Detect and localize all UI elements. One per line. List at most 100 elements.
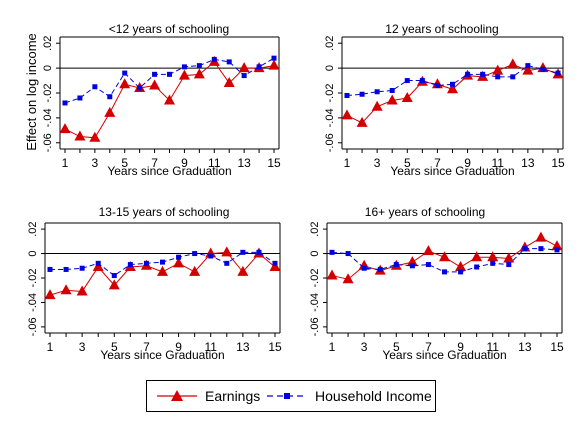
- panel3-ytick-label: 0: [27, 250, 39, 256]
- panel2-household-income-point: [555, 70, 561, 76]
- panel4-ytick-label: -.04: [309, 293, 321, 312]
- panel2-earnings-point: [371, 100, 383, 111]
- panel1-household-income-point: [196, 63, 202, 69]
- panel3-household-income-point: [192, 251, 198, 257]
- panel4-xtick-label: 7: [425, 340, 432, 354]
- panel1-xtick-label: 7: [151, 156, 158, 170]
- panel1-household-income-point: [62, 100, 68, 106]
- panel1-earnings-point: [238, 62, 250, 73]
- panel2-xtick-label: 9: [464, 156, 471, 170]
- panel1-household-income-point: [122, 70, 128, 76]
- panel4-household-income-point: [345, 251, 351, 257]
- panel2-ytick-label: -.06: [324, 133, 336, 152]
- panel2-earnings-point: [507, 58, 519, 69]
- panel2-household-income-point: [495, 74, 501, 80]
- panel2-household-income-point: [510, 74, 516, 80]
- panel3-ytick-label: -.06: [27, 317, 39, 336]
- panel4-xtick-label: 5: [393, 340, 400, 354]
- panel2-earnings-point: [522, 64, 534, 75]
- panel3-earnings-point: [108, 279, 120, 290]
- panel2-earnings-point: [447, 83, 458, 94]
- panel3-xtick-label: 11: [204, 340, 217, 354]
- panel2-xlabel: Years since Graduation: [390, 164, 514, 178]
- panel1-earnings-point: [104, 106, 116, 117]
- panel1-ytick-label: -.04: [42, 108, 54, 127]
- panel1-ytick-label: .02: [42, 36, 54, 51]
- panel4-earnings-point: [326, 269, 338, 280]
- panel2-household-income-point: [389, 88, 395, 94]
- panel3-household-income-point: [79, 265, 85, 271]
- panel1-xtick-label: 9: [181, 156, 188, 170]
- panel1-household-income-point: [107, 94, 113, 100]
- earnings-legend-key-icon: [157, 390, 197, 401]
- panel1-household-income-point: [211, 56, 217, 62]
- panel2-ytick-label: -.04: [324, 108, 336, 127]
- panel3-xtick-label: 9: [175, 340, 182, 354]
- panel4-xtick-label: 11: [486, 340, 499, 354]
- panel3-xtick-label: 13: [236, 340, 250, 354]
- panel1-household-income-point: [241, 73, 247, 79]
- panel1-xtick-label: 13: [237, 156, 251, 170]
- panel4-earnings-point: [358, 259, 370, 270]
- panel3-household-income-point: [176, 254, 182, 260]
- panel3-household-income-point: [47, 266, 53, 272]
- panel3-earnings-point: [157, 265, 168, 276]
- panel2-household-income-point: [359, 91, 365, 97]
- panel4-xtick-label: 3: [361, 340, 368, 354]
- panel3-household-income-point: [160, 259, 165, 265]
- panel4-household-income-point: [442, 269, 447, 275]
- panel4-earnings-point: [455, 261, 467, 271]
- panel1-earnings-point: [59, 123, 71, 134]
- panel2-earnings-point: [356, 116, 368, 127]
- panel1-household-income-point: [137, 85, 143, 91]
- panel4-ytick-label: -.06: [309, 317, 321, 336]
- panel4-household-income-point: [409, 263, 415, 269]
- panel4-household-income-point: [490, 260, 496, 266]
- panel3-household-income-point: [143, 260, 149, 266]
- panel2-xtick-label: 7: [434, 156, 441, 170]
- panel2-line-household-income: [346, 65, 559, 96]
- panel4-earnings-point: [439, 251, 450, 262]
- panel3-xlabel: Years since Graduation: [100, 348, 224, 362]
- figure-ylabel: Effect on log income: [24, 33, 39, 151]
- panel3-xtick-label: 3: [79, 340, 86, 354]
- panel1-ytick-label: -.06: [42, 133, 54, 152]
- panel3-xtick-label: 15: [268, 340, 282, 354]
- panel2-household-income-point: [404, 78, 410, 84]
- panel4-household-income-point: [458, 269, 464, 275]
- panel4-earnings-point: [406, 256, 418, 267]
- panel3-household-income-point: [240, 249, 246, 255]
- panel4-ytick-label: 0: [309, 250, 321, 256]
- panel4-ytick-label: .02: [309, 221, 321, 236]
- panel2-ytick-label: -.02: [324, 84, 336, 103]
- panel3-ytick-label: .02: [27, 221, 39, 236]
- panel2-earnings-point: [341, 109, 353, 120]
- panel2-ytick-label: 0: [324, 65, 336, 71]
- panel4-household-income-point: [506, 262, 512, 268]
- panel1-earnings-point: [178, 69, 190, 80]
- panel4-ytick-label: -.02: [309, 269, 321, 288]
- panel2-household-income-point: [525, 63, 531, 69]
- panel2-earnings-point: [386, 94, 398, 105]
- panel4-earnings-point: [471, 251, 483, 262]
- panel4-xlabel: Years since Graduation: [382, 348, 506, 362]
- panel4-earnings-point: [342, 273, 354, 284]
- panel3-earnings-point: [60, 284, 72, 295]
- panel1-xtick-label: 11: [208, 156, 221, 170]
- panel4-household-income-point: [425, 262, 431, 268]
- panel2-earnings-point: [492, 64, 504, 75]
- panel3-earnings-point: [189, 265, 201, 276]
- panel1-xtick-label: 15: [267, 156, 281, 170]
- panel1-ytick-label: -.02: [42, 84, 54, 103]
- panel4-household-income-point: [474, 264, 480, 270]
- panel2-xtick-label: 5: [404, 156, 411, 170]
- panel1-earnings-point: [119, 78, 131, 89]
- figure-canvas: Effect on log income <12 years of school…: [24, 22, 565, 362]
- panel3-title: 13-15 years of schooling: [99, 205, 230, 219]
- panel2-earnings-point: [401, 91, 413, 102]
- panel4-household-income-point: [361, 265, 367, 271]
- panel2-household-income-point: [344, 92, 350, 98]
- panel3-ytick-label: -.02: [27, 269, 39, 288]
- panel4-household-income-point: [522, 246, 528, 252]
- panel2-household-income-point: [540, 66, 546, 72]
